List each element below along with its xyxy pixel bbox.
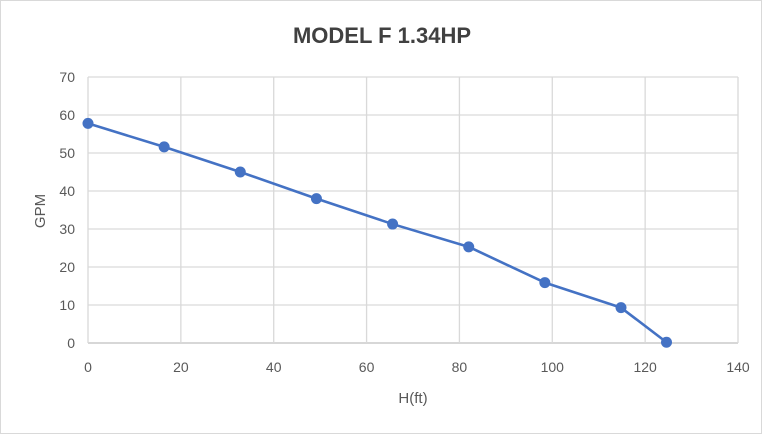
- data-point: [387, 218, 399, 230]
- data-point: [661, 336, 672, 348]
- x-tick-label: 20: [173, 359, 189, 375]
- data-point: [234, 166, 246, 178]
- y-tick-label: 70: [59, 69, 75, 85]
- x-tick-label: 60: [359, 359, 375, 375]
- series-line: [87, 122, 668, 344]
- gridlines: [87, 76, 739, 344]
- x-axis-ticks: 0 20 40 60 80 100 120 140: [84, 359, 750, 375]
- y-tick-label: 20: [59, 259, 75, 275]
- x-tick-label: 120: [633, 359, 657, 375]
- data-point: [158, 141, 170, 153]
- x-tick-label: 0: [84, 359, 92, 375]
- y-tick-label: 50: [59, 145, 75, 161]
- y-tick-label: 0: [67, 335, 75, 351]
- x-tick-label: 80: [452, 359, 468, 375]
- data-point: [463, 241, 475, 253]
- y-tick-label: 40: [59, 183, 75, 199]
- y-axis-label: GPM: [32, 194, 49, 228]
- series-gpm: [82, 117, 672, 348]
- x-tick-label: 100: [541, 359, 565, 375]
- x-tick-label: 40: [266, 359, 282, 375]
- x-tick-label: 140: [726, 359, 750, 375]
- data-point: [82, 117, 94, 129]
- data-point: [539, 277, 551, 289]
- y-axis-ticks: 0 10 20 30 40 50 60 70: [59, 69, 75, 351]
- y-tick-label: 30: [59, 221, 75, 237]
- y-tick-label: 10: [59, 297, 75, 313]
- y-tick-label: 60: [59, 107, 75, 123]
- data-point: [615, 302, 627, 314]
- chart-title: MODEL F 1.34HP: [293, 23, 471, 48]
- x-axis-label: H(ft): [398, 390, 427, 407]
- data-point: [310, 193, 322, 205]
